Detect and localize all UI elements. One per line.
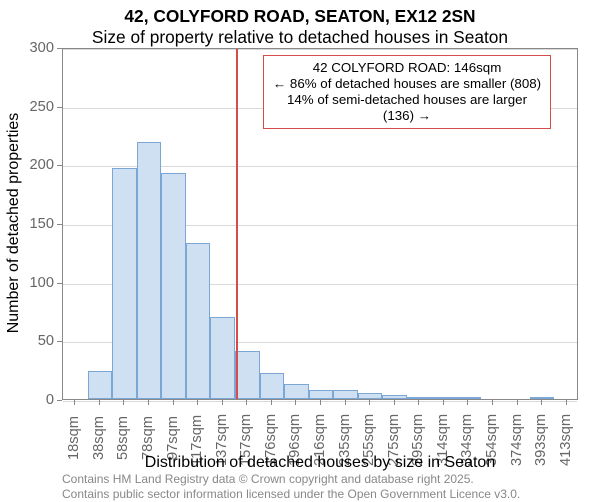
y-tick-mark <box>57 48 62 49</box>
histogram-bar <box>382 395 407 399</box>
x-tick-mark <box>443 400 444 405</box>
x-tick-mark <box>541 400 542 405</box>
histogram-bar <box>235 351 260 399</box>
chart-root: 42, COLYFORD ROAD, SEATON, EX12 2SN Size… <box>0 0 600 500</box>
gridline <box>63 49 577 50</box>
plot-area: 42 COLYFORD ROAD: 146sqm← 86% of detache… <box>62 48 578 400</box>
chart-title-block: 42, COLYFORD ROAD, SEATON, EX12 2SN Size… <box>0 6 600 48</box>
x-tick-mark <box>99 400 100 405</box>
footer-line1: Contains HM Land Registry data © Crown c… <box>62 472 520 487</box>
y-tick-mark <box>57 400 62 401</box>
y-tick-mark <box>57 224 62 225</box>
histogram-bar <box>186 243 211 399</box>
annotation-line: 14% of semi-detached houses are larger (… <box>272 92 542 124</box>
y-tick-mark <box>57 341 62 342</box>
chart-title-line2: Size of property relative to detached ho… <box>0 27 600 48</box>
x-tick-mark <box>566 400 567 405</box>
histogram-bar <box>112 168 137 399</box>
x-tick-mark <box>394 400 395 405</box>
histogram-bar <box>260 373 285 399</box>
y-tick-mark <box>57 107 62 108</box>
y-tick-mark <box>57 283 62 284</box>
histogram-bar <box>432 397 457 399</box>
y-tick-mark <box>57 165 62 166</box>
histogram-bar <box>284 384 309 399</box>
y-axis-label: Number of detached properties <box>5 47 23 399</box>
histogram-bar <box>161 173 186 399</box>
x-axis-label: Distribution of detached houses by size … <box>62 454 578 472</box>
chart-title-line1: 42, COLYFORD ROAD, SEATON, EX12 2SN <box>0 6 600 27</box>
histogram-bar <box>530 397 555 399</box>
x-tick-mark <box>74 400 75 405</box>
x-tick-mark <box>123 400 124 405</box>
histogram-bar <box>333 390 358 399</box>
x-tick-mark <box>271 400 272 405</box>
x-tick-mark <box>345 400 346 405</box>
x-tick-mark <box>148 400 149 405</box>
histogram-bar <box>358 393 383 399</box>
x-tick-mark <box>246 400 247 405</box>
histogram-bar <box>456 397 481 399</box>
x-tick-mark <box>492 400 493 405</box>
annotation-line: ← 86% of detached houses are smaller (80… <box>272 76 542 92</box>
x-tick-mark <box>295 400 296 405</box>
x-tick-mark <box>467 400 468 405</box>
annotation-box: 42 COLYFORD ROAD: 146sqm← 86% of detache… <box>263 55 551 129</box>
histogram-bar <box>88 371 113 399</box>
x-tick-mark <box>517 400 518 405</box>
x-tick-mark <box>197 400 198 405</box>
x-tick-mark <box>369 400 370 405</box>
x-tick-mark <box>222 400 223 405</box>
footer-attribution: Contains HM Land Registry data © Crown c… <box>62 472 520 502</box>
x-tick-mark <box>173 400 174 405</box>
annotation-line: 42 COLYFORD ROAD: 146sqm <box>272 60 542 76</box>
histogram-bar <box>137 142 162 399</box>
histogram-bar <box>309 390 334 399</box>
property-marker-line <box>236 49 238 399</box>
x-tick-mark <box>418 400 419 405</box>
histogram-bar <box>407 397 432 399</box>
x-tick-mark <box>320 400 321 405</box>
histogram-bar <box>210 317 235 399</box>
